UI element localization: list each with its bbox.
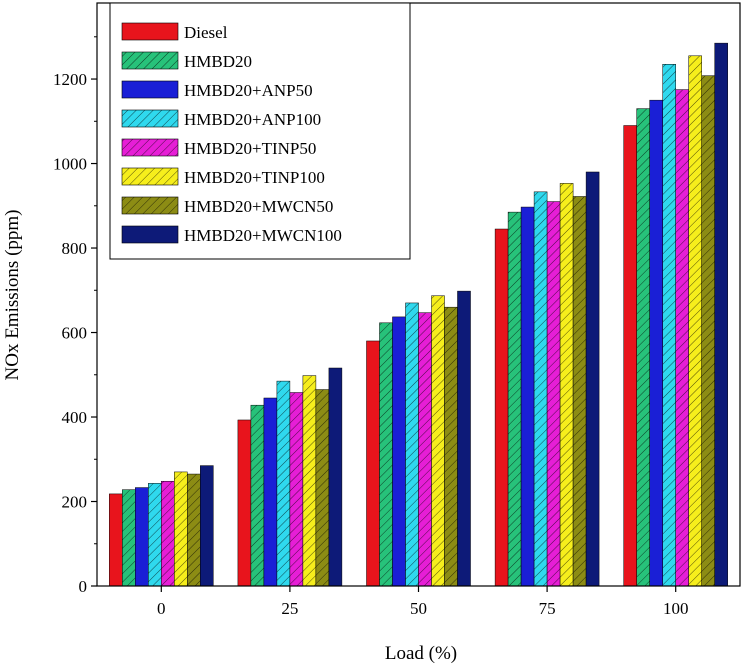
x-tick-label: 50 bbox=[410, 599, 427, 618]
bar bbox=[276, 380, 291, 587]
bar bbox=[507, 211, 522, 587]
bar bbox=[675, 89, 689, 587]
x-tick-label: 25 bbox=[281, 599, 298, 618]
bar bbox=[688, 55, 702, 587]
bar bbox=[623, 125, 637, 587]
legend-label: Diesel bbox=[184, 23, 228, 42]
bar bbox=[431, 295, 445, 587]
bar bbox=[135, 487, 149, 587]
bar bbox=[714, 42, 728, 587]
bar bbox=[148, 483, 162, 587]
bar bbox=[289, 392, 304, 587]
bar bbox=[662, 64, 676, 587]
legend-swatch bbox=[121, 167, 179, 186]
legend-label: HMBD20+ANP100 bbox=[184, 110, 321, 129]
bar bbox=[122, 489, 136, 587]
legend-label: HMBD20+TINP50 bbox=[184, 139, 316, 158]
legend-swatch bbox=[121, 22, 179, 41]
legend-swatch bbox=[121, 196, 179, 215]
legend-swatch bbox=[121, 138, 179, 157]
legend-label: HMBD20+TINP100 bbox=[184, 168, 325, 187]
bar bbox=[457, 290, 471, 587]
bar bbox=[200, 465, 214, 587]
legend-box bbox=[109, 2, 411, 260]
legend-swatch bbox=[121, 80, 179, 99]
y-tick-label: 1200 bbox=[53, 70, 87, 89]
bar bbox=[494, 228, 509, 587]
legend: Diesel HMBD20 HMBD20+ANP50 HMBD20+ANP100 HMB… bbox=[109, 2, 411, 260]
bar bbox=[392, 316, 406, 587]
bar bbox=[559, 183, 574, 587]
legend-swatch bbox=[121, 51, 179, 70]
bar bbox=[444, 306, 458, 587]
bar bbox=[263, 397, 278, 587]
bar bbox=[585, 171, 600, 587]
bar bbox=[250, 404, 265, 587]
bar bbox=[520, 206, 535, 587]
bar bbox=[366, 340, 380, 587]
y-tick-label: 800 bbox=[62, 239, 88, 258]
legend-label: HMBD20+MWCN100 bbox=[184, 226, 342, 245]
bar bbox=[161, 480, 175, 587]
legend-label: HMBD20+ANP50 bbox=[184, 81, 313, 100]
x-tick-label: 75 bbox=[539, 599, 556, 618]
bar bbox=[572, 196, 587, 587]
x-tick-label: 100 bbox=[663, 599, 689, 618]
bar bbox=[109, 493, 123, 587]
y-tick-label: 600 bbox=[62, 324, 88, 343]
bar bbox=[405, 302, 419, 587]
bar bbox=[315, 389, 330, 587]
x-axis-title: Load (%) bbox=[385, 643, 457, 664]
y-tick-label: 400 bbox=[62, 408, 88, 427]
y-tick-label: 200 bbox=[62, 493, 88, 512]
bar bbox=[187, 473, 201, 587]
legend-swatch bbox=[121, 225, 179, 244]
bar bbox=[237, 419, 252, 587]
bar bbox=[701, 75, 715, 587]
bar bbox=[328, 367, 343, 587]
bar bbox=[174, 471, 188, 587]
legend-label: HMBD20 bbox=[184, 52, 252, 71]
bars-layer bbox=[109, 42, 728, 587]
bar bbox=[649, 99, 663, 587]
bar bbox=[379, 322, 393, 587]
bar bbox=[533, 191, 548, 587]
axes-layer: 0 200 400 600 800 1000 1200 0 25 50 75 100 bbox=[53, 36, 689, 618]
legend-swatch bbox=[121, 109, 179, 128]
bar bbox=[546, 201, 561, 587]
bar bbox=[636, 108, 650, 587]
y-tick-label: 0 bbox=[79, 577, 88, 596]
x-tick-label: 0 bbox=[157, 599, 166, 618]
bar bbox=[302, 375, 317, 587]
y-tick-label: 1000 bbox=[53, 155, 87, 174]
bar bbox=[418, 312, 432, 587]
y-axis-title: NOx Emissions (ppm) bbox=[2, 210, 23, 381]
legend-label: HMBD20+MWCN50 bbox=[184, 197, 333, 216]
